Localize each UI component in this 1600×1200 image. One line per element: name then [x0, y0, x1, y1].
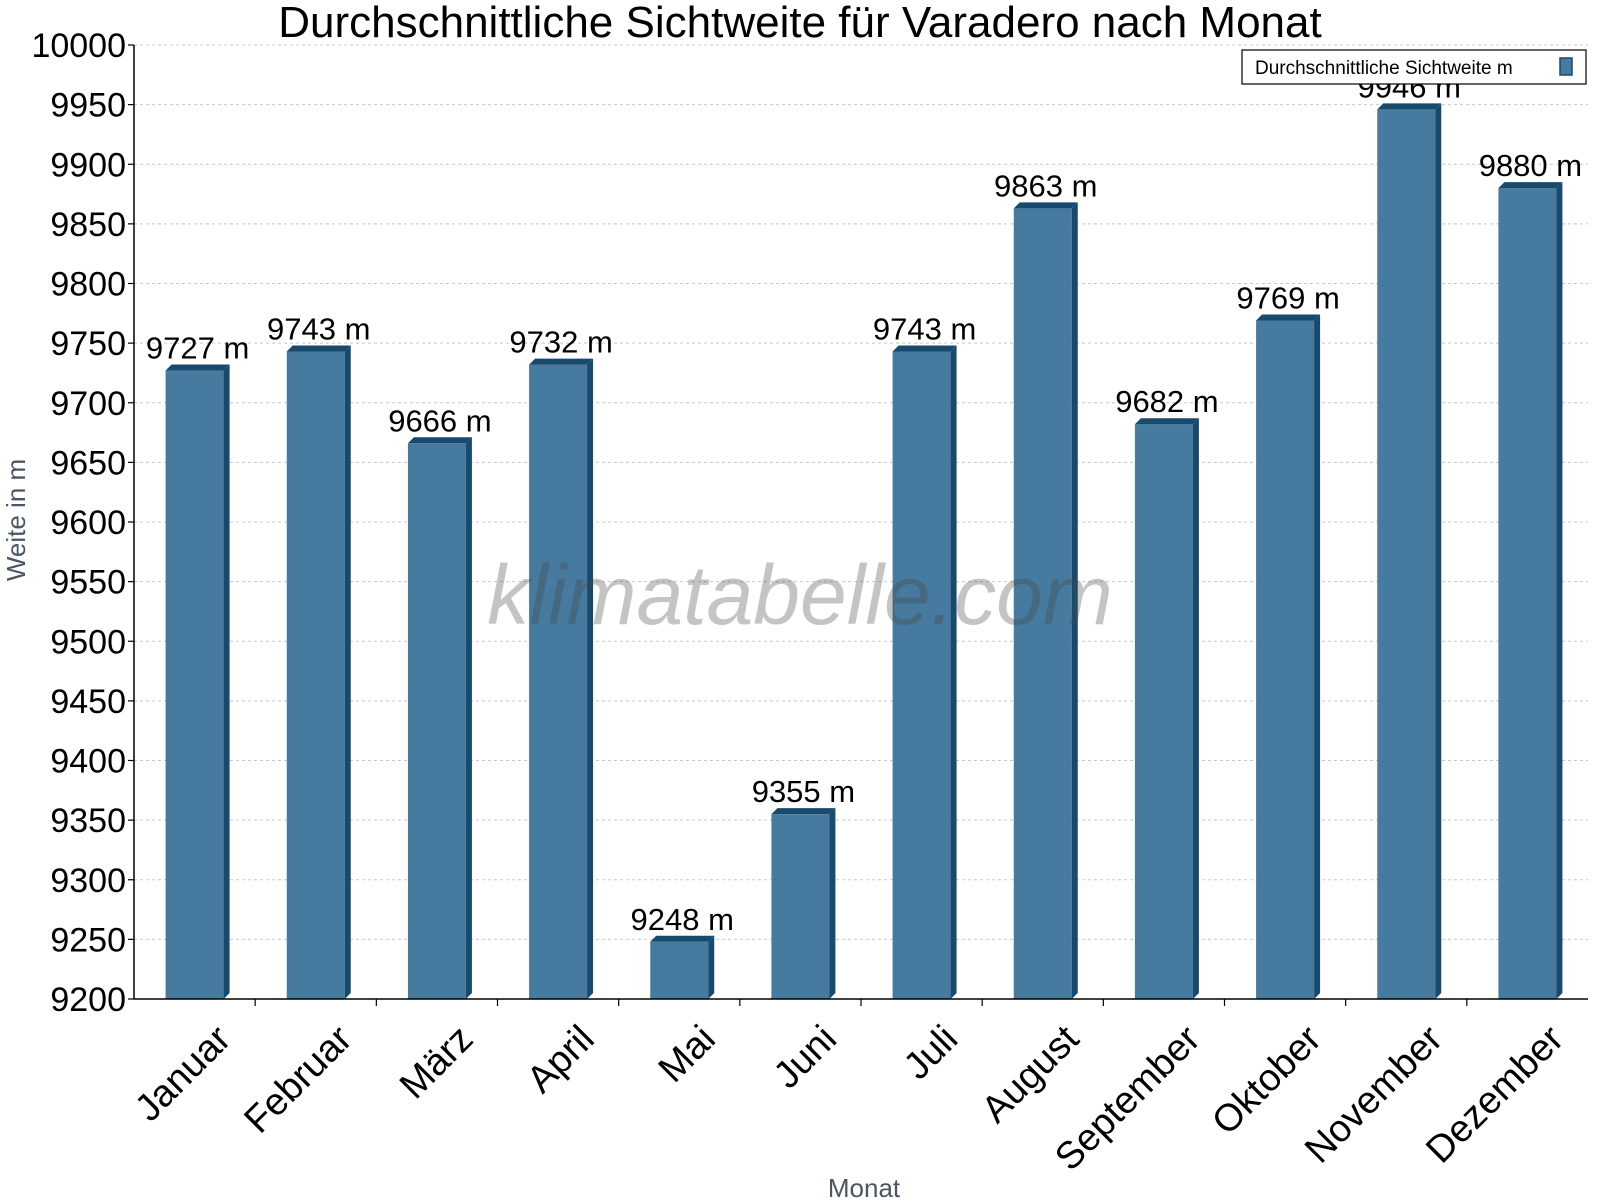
bar-side — [344, 345, 351, 999]
bar — [1498, 182, 1563, 1000]
data-labels: 9727 m 9743 m 9666 m 9732 m 9248 m 9355 m 9743… — [146, 69, 1582, 936]
y-tick-label: 9400 — [50, 743, 126, 781]
data-label: 9880 m — [1479, 148, 1582, 183]
x-tick-label: Mai — [651, 1018, 724, 1091]
bar — [286, 345, 351, 999]
bar-top — [407, 437, 472, 444]
bar-side — [587, 358, 594, 1000]
data-label: 9743 m — [267, 311, 370, 346]
data-label: 9355 m — [752, 774, 855, 809]
bar — [529, 358, 594, 1000]
bar-front — [529, 364, 588, 1000]
y-tick-label: 9450 — [50, 683, 126, 721]
x-tick-label: März — [392, 1018, 481, 1107]
y-tick-label: 9950 — [50, 87, 126, 125]
bar-front — [892, 351, 951, 999]
bar — [407, 437, 472, 999]
x-tick-label: Januar — [127, 1018, 239, 1130]
bar-front — [165, 370, 224, 999]
y-tick-label: 9500 — [50, 623, 126, 661]
y-tick-label: 9350 — [50, 802, 126, 840]
data-label: 9732 m — [509, 325, 612, 360]
bar-front — [771, 814, 830, 999]
bar-side — [1192, 418, 1199, 1000]
data-label: 9769 m — [1236, 280, 1339, 315]
y-tick-label: 9650 — [50, 444, 126, 482]
y-axis-title: Weite in m — [1, 459, 31, 581]
data-label: 9666 m — [388, 403, 491, 438]
y-tick-label: 9700 — [50, 385, 126, 423]
x-axis-title: Monat — [828, 1173, 901, 1200]
bars — [165, 103, 1563, 1000]
bar-top — [1498, 182, 1563, 189]
bar — [165, 364, 230, 999]
bar-top — [165, 364, 230, 371]
bar-top — [1013, 202, 1078, 209]
x-tick-label: April — [519, 1018, 602, 1101]
bar-top — [286, 345, 351, 352]
bar-side — [1435, 103, 1442, 999]
bar-side — [465, 437, 472, 999]
legend-label: Durchschnittliche Sichtweite m — [1255, 58, 1513, 79]
y-axis-ticks: 9200 9250 9300 9350 9400 9450 9500 9550 9600 9650… — [31, 27, 134, 1019]
legend-box — [1241, 49, 1587, 85]
chart-title: Durchschnittliche Sichtweite für Varader… — [278, 0, 1321, 47]
bar-side — [708, 935, 715, 999]
gridlines — [134, 44, 1588, 940]
bar — [1256, 314, 1321, 999]
x-tick-label: Juni — [766, 1018, 845, 1097]
bar-top — [529, 358, 594, 365]
bar-side — [829, 808, 836, 999]
bar-front — [1013, 208, 1072, 999]
y-tick-label: 9850 — [50, 206, 126, 244]
data-label: 9248 m — [631, 902, 734, 937]
x-tick-label: Februar — [236, 1018, 360, 1142]
data-label: 9863 m — [994, 168, 1097, 203]
y-tick-label: 9250 — [50, 921, 126, 959]
bar-top — [892, 345, 957, 352]
data-label: 9682 m — [1115, 384, 1218, 419]
x-tick-label: Oktober — [1204, 1018, 1330, 1144]
bar-top — [1134, 418, 1199, 425]
y-tick-label: 10000 — [31, 27, 126, 65]
y-tick-label: 9200 — [50, 981, 126, 1019]
bar-side — [1556, 182, 1563, 1000]
bar-front — [1134, 424, 1193, 1000]
bar-front — [1256, 320, 1315, 999]
bar — [892, 345, 957, 999]
y-tick-label: 9800 — [50, 266, 126, 304]
bar-front — [1377, 109, 1436, 999]
legend-swatch — [1559, 57, 1573, 76]
bar — [1013, 202, 1078, 999]
bar-front — [1498, 188, 1557, 1000]
bar-top — [650, 935, 715, 942]
x-tick-label: Juli — [896, 1018, 966, 1088]
bar-side — [1314, 314, 1321, 999]
bar-side — [1071, 202, 1078, 999]
bar-side — [950, 345, 957, 999]
y-tick-label: 9900 — [50, 146, 126, 184]
bar-front — [407, 443, 466, 999]
bar — [771, 808, 836, 999]
data-label: 9727 m — [146, 331, 249, 366]
bar-top — [1256, 314, 1321, 321]
bar-top — [771, 808, 836, 815]
watermark: klimatabelle.com — [487, 548, 1113, 642]
bar-front — [650, 941, 709, 999]
bar — [1377, 103, 1442, 999]
bar — [650, 935, 715, 999]
bar-front — [286, 351, 345, 999]
y-tick-label: 9750 — [50, 325, 126, 363]
data-label: 9743 m — [873, 311, 976, 346]
x-tick-label: August — [974, 1018, 1088, 1132]
bar-side — [223, 364, 230, 999]
y-tick-label: 9550 — [50, 564, 126, 602]
bar — [1134, 418, 1199, 1000]
legend: Durchschnittliche Sichtweite m — [1241, 49, 1587, 85]
bar-top — [1377, 103, 1442, 110]
y-tick-label: 9300 — [50, 862, 126, 900]
y-tick-label: 9600 — [50, 504, 126, 542]
